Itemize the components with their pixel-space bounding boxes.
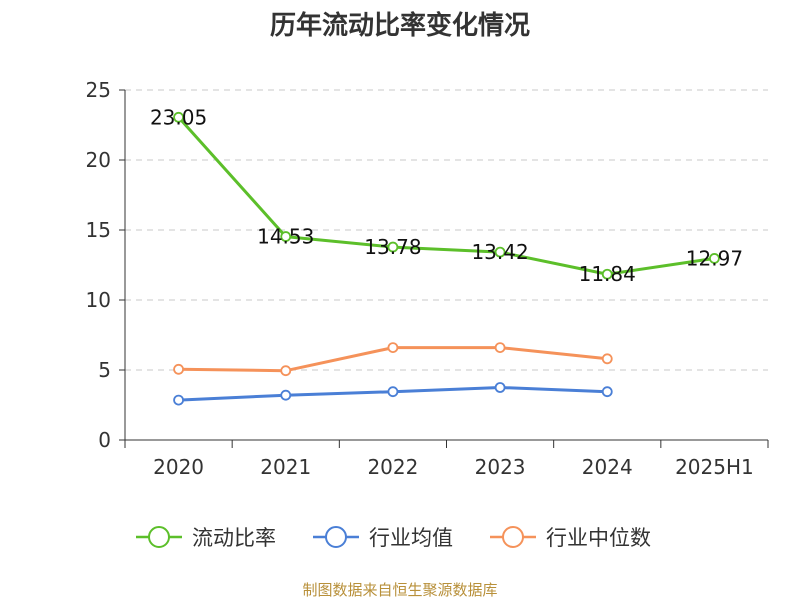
- x-tick-label: 2020: [153, 455, 204, 479]
- data-label: 14.53: [257, 225, 314, 249]
- y-tick-label: 25: [86, 78, 111, 102]
- data-label: 23.05: [150, 105, 207, 129]
- data-point[interactable]: [280, 365, 292, 377]
- data-point[interactable]: [387, 241, 399, 253]
- x-axis-ticks: 2020 2021 2022 2023 2024 2025H1: [153, 455, 754, 479]
- series-line: [177, 116, 715, 276]
- data-point[interactable]: [601, 268, 613, 280]
- x-tick-label: 2021: [260, 455, 311, 479]
- chart-title: 历年流动比率变化情况: [270, 10, 530, 41]
- x-tick-label: 2024: [582, 455, 633, 479]
- data-point[interactable]: [280, 389, 292, 401]
- y-tick-label: 0: [98, 428, 111, 452]
- legend-item[interactable]: 行业中位数: [490, 526, 651, 550]
- data-label: 11.84: [579, 262, 636, 286]
- legend-marker-icon: [325, 526, 347, 548]
- data-point[interactable]: [173, 394, 184, 406]
- data-label: 13.78: [364, 235, 421, 259]
- series-group: [173, 111, 720, 406]
- data-point[interactable]: [173, 111, 184, 123]
- data-point[interactable]: [601, 353, 613, 365]
- x-tick-label: 2022: [367, 455, 418, 479]
- data-label: 13.42: [471, 240, 528, 264]
- data-point[interactable]: [494, 382, 506, 393]
- data-point[interactable]: [173, 363, 184, 375]
- legend-item[interactable]: 行业均值: [313, 526, 453, 550]
- y-tick-label: 15: [86, 218, 111, 242]
- x-tick-label: 2023: [475, 455, 526, 479]
- data-point[interactable]: [601, 386, 613, 398]
- data-label: 12.97: [686, 246, 743, 270]
- y-axis-ticks: 0 5 10 15 20 25: [86, 78, 111, 452]
- legend[interactable]: 流动比率 行业均值 行业中位数: [136, 526, 651, 550]
- y-tick-label: 5: [98, 358, 111, 382]
- source-note: 制图数据来自恒生聚源数据库: [302, 581, 497, 599]
- axes: [119, 89, 769, 448]
- legend-marker-icon: [502, 526, 524, 548]
- x-tick-label: 2025H1: [675, 455, 754, 479]
- legend-item[interactable]: 流动比率: [136, 526, 276, 550]
- y-tick-label: 20: [86, 148, 111, 172]
- y-tick-label: 10: [86, 288, 111, 312]
- data-point[interactable]: [709, 253, 720, 264]
- legend-label: 行业均值: [369, 526, 453, 550]
- data-point[interactable]: [387, 342, 399, 354]
- grid-lines: [125, 89, 768, 371]
- data-point[interactable]: [494, 342, 506, 354]
- data-point[interactable]: [494, 246, 506, 258]
- legend-label: 流动比率: [192, 526, 276, 550]
- data-point[interactable]: [387, 386, 399, 398]
- data-point[interactable]: [280, 231, 292, 242]
- legend-marker-icon: [148, 526, 170, 548]
- data-labels: 23.05 14.53 13.78 13.42 11.84 12.97: [150, 105, 743, 286]
- legend-label: 行业中位数: [546, 526, 651, 550]
